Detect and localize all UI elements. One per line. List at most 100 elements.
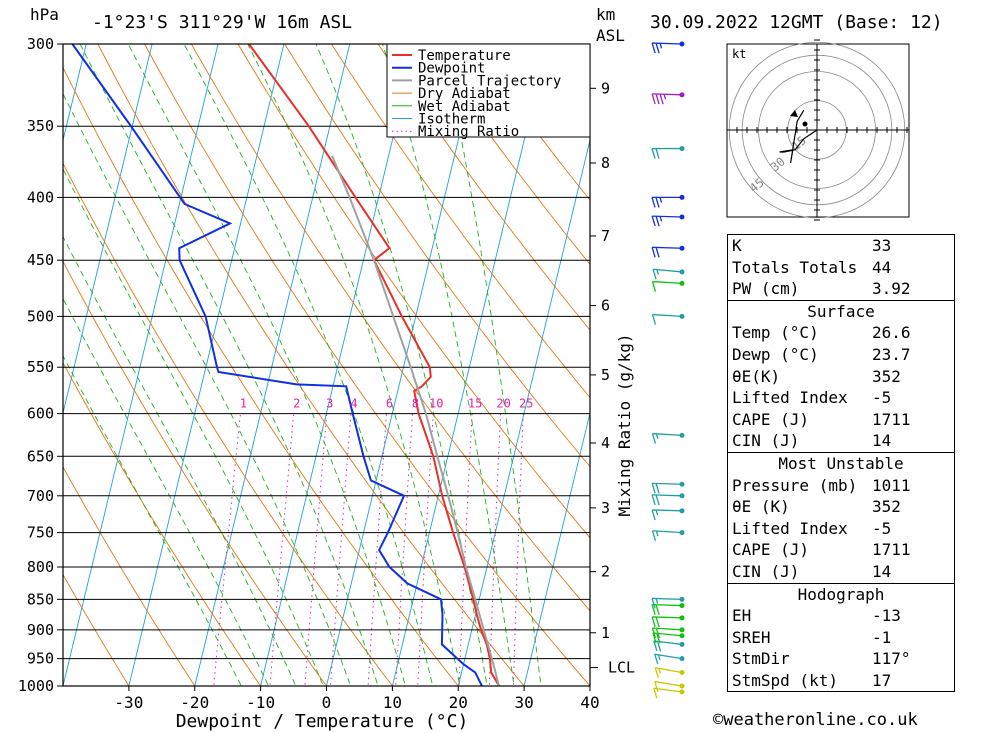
surface-row: CAPE (J) 1711 [728, 409, 954, 431]
wind-barb-feather [651, 148, 656, 159]
wind-barb-feather [655, 247, 660, 258]
wind-barb-half-feather [659, 216, 663, 222]
km-tick-label: 5 [601, 366, 610, 384]
mu-row: CIN (J) 14 [728, 561, 954, 583]
index-value: 3.92 [872, 279, 911, 299]
location-title: -1°23'S 311°29'W 16m ASL [92, 12, 352, 33]
wind-barb-feather [653, 688, 658, 699]
index-label: StmDir [732, 649, 790, 669]
pressure-tick-label: 800 [27, 558, 54, 576]
index-value: 1011 [872, 475, 911, 495]
temp-tick-label: 40 [580, 693, 599, 712]
mixing-ratio-line [304, 413, 328, 686]
index-label: StmSpd (kt) [732, 670, 838, 690]
index-value: 117° [872, 649, 911, 669]
temp-tick-label: -10 [246, 693, 275, 712]
index-label: CAPE (J) [732, 540, 810, 560]
wet-adiabat-line [382, 44, 515, 686]
km-label: km [596, 5, 615, 24]
mixing-ratio-label: 1 [240, 397, 247, 411]
hodo-row: StmSpd (kt) 17 [728, 670, 954, 692]
wind-barb-half-feather [655, 530, 659, 537]
mixing-ratio-label: 10 [429, 397, 443, 411]
wind-barb-half-feather [656, 269, 660, 275]
dry-adiabat-line [63, 66, 459, 686]
pressure-tick-label: 1000 [18, 677, 54, 695]
wind-barb-feather [654, 654, 659, 665]
surface-row: Temp (°C) 26.6 [728, 322, 954, 344]
wind-barb-feather [655, 148, 660, 159]
isotherm-line [63, 44, 87, 143]
index-value: -1 [872, 627, 892, 647]
mu-row: θE (K) 352 [728, 496, 954, 518]
index-label: θE (K) [732, 497, 790, 517]
legend-label: Parcel Trajectory [418, 73, 561, 89]
legend-label: Mixing Ratio [418, 124, 519, 140]
mixing-ratio-label: 8 [412, 397, 419, 411]
mixing-ratio-line [488, 413, 502, 686]
dry-adiabat-line [144, 44, 590, 686]
pressure-tick-label: 450 [27, 251, 54, 269]
index-label: Temp (°C) [732, 323, 819, 343]
wind-barb-feather [651, 433, 657, 444]
wind-barb-feather [655, 616, 660, 628]
dry-adiabat-line [63, 466, 196, 686]
index-value: 23.7 [872, 344, 911, 364]
pressure-tick-label: 650 [27, 447, 54, 465]
dry-adiabat-line [424, 44, 590, 266]
wind-barb-staff [652, 280, 683, 285]
wet-adiabat-line [63, 297, 269, 686]
hodograph-box: Hodograph EH -13 SREH -1 StmDir 117° StmSpd… [727, 582, 955, 693]
temp-tick-label: 30 [514, 693, 533, 712]
dry-adiabat-line [63, 260, 328, 686]
pressure-tick-label: 600 [27, 405, 54, 423]
mixing-ratio-line [213, 413, 241, 686]
wind-barb-half-feather [659, 43, 663, 49]
mixing-ratio-line [512, 413, 524, 686]
pressure-unit-label: hPa [30, 5, 59, 24]
storm-motion-marker [802, 121, 808, 127]
wind-barb-feather [654, 667, 659, 678]
dry-adiabat-line [190, 44, 590, 612]
legend-label: Dry Adiabat [418, 86, 511, 102]
mixing-ratio-label: 20 [496, 397, 510, 411]
wet-adiabat-line [63, 235, 297, 686]
km-tick-label: 2 [601, 563, 610, 581]
wind-barb-staff [652, 313, 683, 318]
wind-barb-staff [653, 640, 683, 646]
isotherm-line [0, 7, 29, 712]
temp-tick-label: 20 [449, 693, 468, 712]
isotherm-line [63, 44, 219, 686]
pressure-tick-label: 900 [27, 621, 54, 639]
wind-barb-feather [651, 93, 656, 105]
wet-adiabat-line [127, 44, 406, 686]
index-value: 44 [872, 257, 892, 277]
wind-barb-feather [651, 314, 657, 325]
mixing-ratio-label: 15 [468, 397, 482, 411]
km-tick-label: 7 [601, 227, 610, 245]
dewpoint-line [71, 44, 484, 686]
wind-barb-staff [652, 616, 683, 619]
asl-label: ASL [596, 26, 625, 45]
wet-adiabat-line [441, 44, 542, 686]
mixing-ratio-line [417, 413, 434, 686]
wet-adiabat-line [63, 92, 352, 686]
wind-barb-feather [654, 681, 659, 692]
legend-label: Wet Adiabat [418, 99, 511, 115]
x-axis-title: Dewpoint / Temperature (°C) [176, 711, 469, 732]
dry-adiabat-line [63, 361, 262, 686]
wind-barb-feather [652, 269, 657, 280]
skewt-plot-area [0, 7, 590, 712]
index-label: Pressure (mb) [732, 475, 858, 495]
index-label: CIN (J) [732, 431, 800, 451]
wind-barb-half-feather [655, 598, 659, 604]
hodo-row: StmDir 117° [728, 648, 954, 670]
pressure-tick-label: 350 [27, 117, 54, 135]
most-unstable-title: Most Unstable [778, 453, 904, 473]
km-tick-label: 1 [601, 624, 610, 642]
hodo-row: EH -13 [728, 605, 954, 627]
copyright-footer[interactable]: ©weatheronline.co.uk [713, 710, 918, 730]
km-tick-label: 8 [601, 154, 610, 172]
wet-adiabat-line [183, 44, 434, 686]
